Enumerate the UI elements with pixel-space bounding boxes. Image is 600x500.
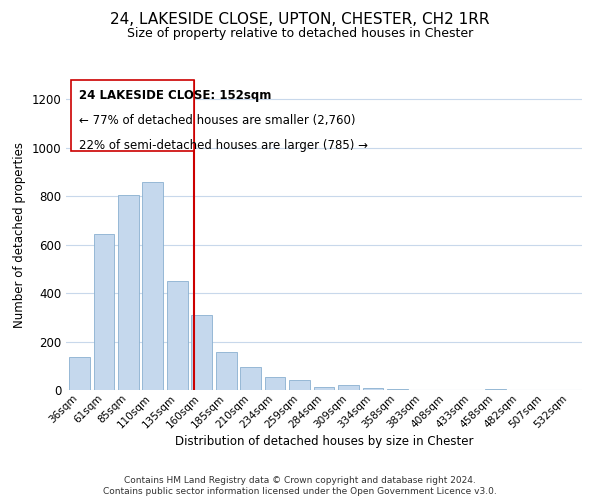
Text: 22% of semi-detached houses are larger (785) →: 22% of semi-detached houses are larger (… <box>79 139 368 152</box>
Bar <box>240 367 261 390</box>
Bar <box>216 352 236 390</box>
Bar <box>362 388 383 390</box>
X-axis label: Distribution of detached houses by size in Chester: Distribution of detached houses by size … <box>175 435 473 448</box>
Y-axis label: Number of detached properties: Number of detached properties <box>13 142 26 328</box>
Text: 24 LAKESIDE CLOSE: 152sqm: 24 LAKESIDE CLOSE: 152sqm <box>79 90 271 102</box>
Text: Contains HM Land Registry data © Crown copyright and database right 2024.: Contains HM Land Registry data © Crown c… <box>124 476 476 485</box>
Bar <box>167 281 188 390</box>
Text: Contains public sector information licensed under the Open Government Licence v3: Contains public sector information licen… <box>103 487 497 496</box>
Text: 24, LAKESIDE CLOSE, UPTON, CHESTER, CH2 1RR: 24, LAKESIDE CLOSE, UPTON, CHESTER, CH2 … <box>110 12 490 28</box>
Bar <box>94 234 114 390</box>
Bar <box>69 358 90 390</box>
Bar <box>289 380 310 390</box>
Text: Size of property relative to detached houses in Chester: Size of property relative to detached ho… <box>127 28 473 40</box>
Bar <box>265 378 286 390</box>
Bar <box>387 389 408 390</box>
Bar <box>142 182 163 390</box>
Text: ← 77% of detached houses are smaller (2,760): ← 77% of detached houses are smaller (2,… <box>79 114 355 127</box>
Bar <box>338 385 359 390</box>
Bar <box>314 386 334 390</box>
FancyBboxPatch shape <box>71 80 194 152</box>
Bar <box>118 195 139 390</box>
Bar <box>191 315 212 390</box>
